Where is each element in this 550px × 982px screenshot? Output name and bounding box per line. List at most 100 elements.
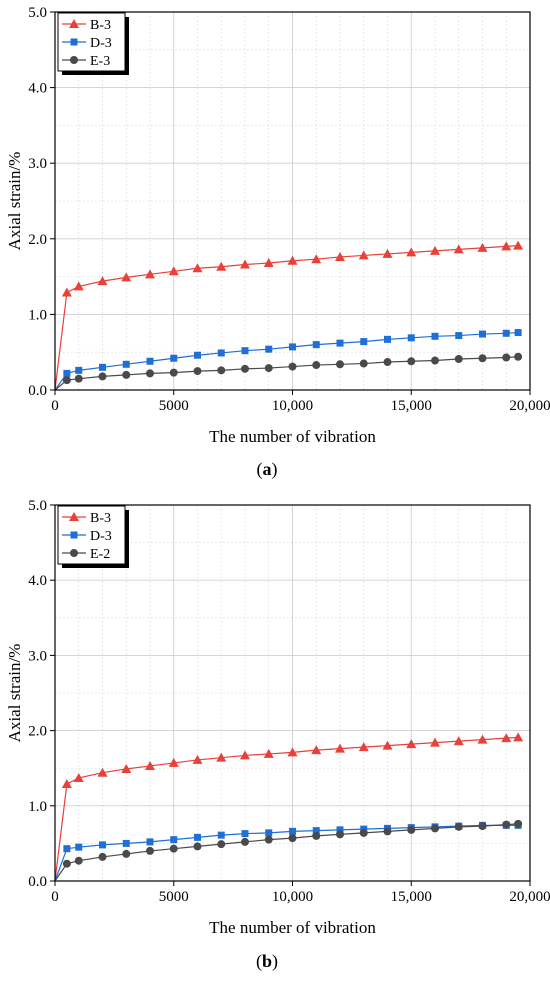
y-tick-label: 1.0 [28,799,47,815]
data-point-e-3 [383,358,392,367]
data-point-e-2 [146,846,154,855]
x-tick-label: 5000 [159,398,189,414]
data-point-d-3 [455,332,463,340]
data-point-d-3 [312,341,320,349]
x-tick-label: 15,000 [391,889,432,905]
series-line-b-3 [54,736,519,882]
data-point-b-3 [145,269,155,279]
chart-panel-b: 0 5000 10,000 15,000 20,000 0.0 1.0 2.0 3.0 4.0 5.… [5,498,550,937]
data-point-d-3 [360,338,368,346]
data-point-b-3 [430,245,440,255]
data-point-d-3 [265,829,273,837]
data-point-d-3 [289,827,296,835]
x-tick-label: 15,000 [391,398,432,414]
legend-marker-b-3 [69,19,79,28]
data-point-d-3 [146,357,154,365]
data-point-b-3 [477,734,488,744]
data-point-d-3 [431,332,439,340]
chart-panel-a: 0 5000 10,000 15,000 20,000 0.0 1.0 2.0 3.0 4.0 5.… [5,5,550,446]
data-point-d-3 [99,363,106,371]
x-tick-label: 10,000 [272,889,313,905]
data-point-d-3 [75,843,83,851]
legend-marker-e-3 [70,56,78,64]
data-point-e-3 [98,372,107,381]
x-tick-label: 0 [51,398,59,414]
data-point-b-3 [192,263,203,273]
data-point-e-3 [288,362,297,371]
legend-marker-b-3 [69,512,79,521]
data-point-e-2 [193,842,202,851]
data-point-d-3 [122,360,130,368]
data-point-b-3 [406,247,417,257]
y-tick-label: 4.0 [28,81,47,97]
data-point-e-2 [288,834,297,843]
data-point-e-3 [336,360,344,369]
data-point-e-2 [514,819,523,828]
x-tick-label: 5000 [159,889,189,905]
data-point-d-3 [194,351,201,359]
data-point-b-3 [216,261,227,271]
data-point-b-3 [287,747,298,757]
data-point-b-3 [240,259,250,269]
data-point-b-3 [311,745,322,755]
data-point-b-3 [453,736,464,746]
data-point-d-3 [289,343,296,351]
data-point-b-3 [501,733,512,743]
data-point-e-2 [407,825,416,834]
data-point-d-3 [479,330,486,338]
data-point-b-3 [121,272,132,282]
data-point-e-3 [169,368,178,377]
data-point-b-3 [382,740,393,750]
data-point-e-2 [241,837,249,846]
data-point-e-3 [312,361,321,370]
data-point-b-3 [73,281,84,291]
data-point-e-3 [146,369,154,378]
series-line-d-3 [54,331,519,391]
data-point-e-3 [241,364,249,373]
data-point-e-3 [193,367,202,376]
legend-label-d-3: D-3 [90,529,112,544]
data-point-d-3 [514,329,522,337]
y-tick-label: 1.0 [28,307,47,323]
data-point-d-3 [194,833,201,841]
data-point-b-3 [513,732,524,742]
legend-marker-e-2 [70,549,78,557]
data-point-d-3 [336,339,344,347]
data-point-e-2 [454,822,463,831]
y-tick-label: 2.0 [28,232,47,248]
data-point-b-3 [453,244,464,254]
data-point-b-3 [61,778,72,788]
data-point-e-3 [359,359,368,368]
data-point-d-3 [241,830,249,838]
data-point-e-3 [62,376,71,385]
legend-label-e-2: E-2 [90,547,110,562]
data-point-e-2 [312,831,321,840]
legend-marker-d-3 [70,531,78,539]
data-point-b-3 [501,241,512,251]
data-point-b-3 [287,255,298,265]
data-point-e-3 [502,353,511,362]
data-point-b-3 [382,248,393,258]
x-tick-label: 20,000 [509,398,550,414]
data-point-e-3 [74,374,83,383]
data-point-b-3 [168,266,179,276]
x-tick-label: 10,000 [272,398,313,414]
data-point-b-3 [335,251,345,261]
caption-b: (b) [256,951,278,972]
data-point-e-2 [336,830,344,839]
data-point-d-3 [312,827,320,835]
data-point-e-2 [122,849,131,858]
data-point-e-2 [502,820,511,829]
y-tick-label: 4.0 [28,573,47,589]
y-tick-label: 2.0 [28,724,47,740]
data-point-d-3 [99,841,106,849]
data-point-d-3 [241,347,249,355]
legend-label-b-3: B-3 [90,18,111,33]
data-point-d-3 [407,334,415,342]
data-point-b-3 [513,240,524,250]
y-tick-label: 3.0 [28,156,47,172]
data-point-e-3 [264,364,273,373]
data-point-d-3 [63,369,71,377]
data-point-b-3 [263,748,274,758]
data-point-b-3 [121,763,132,773]
